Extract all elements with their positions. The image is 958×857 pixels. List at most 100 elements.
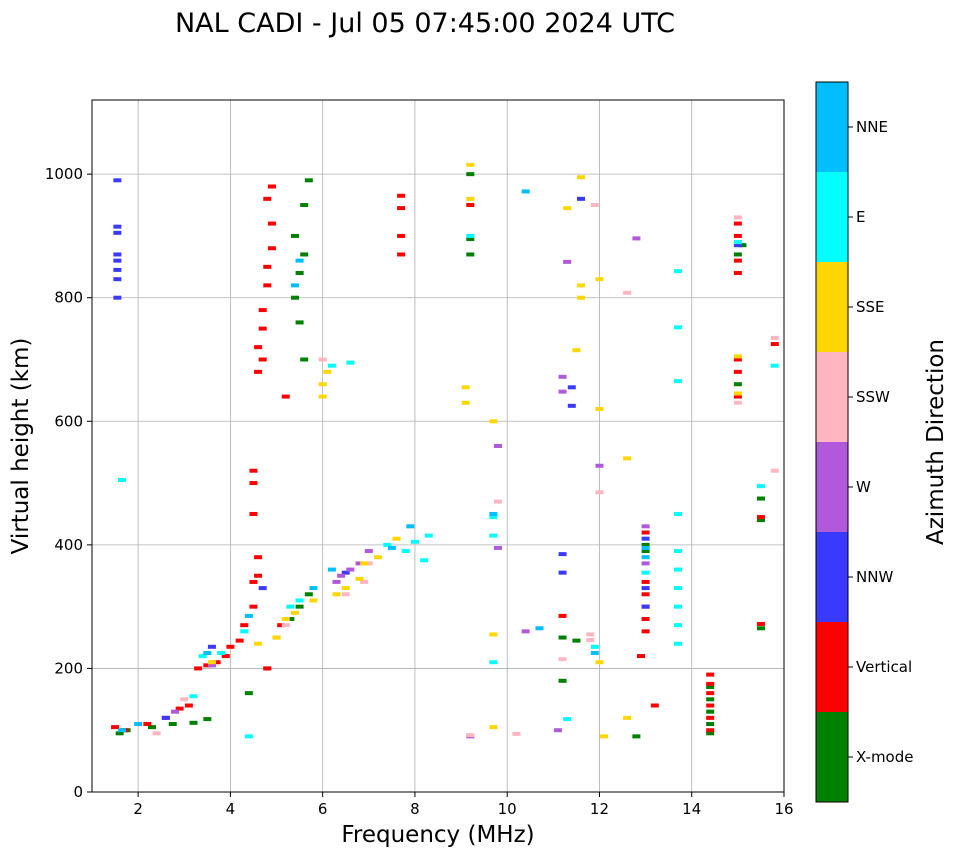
x-tick-label: 10 (498, 800, 517, 818)
echo-point (673, 567, 682, 572)
echo-point (217, 650, 226, 655)
echo-point (240, 629, 249, 634)
echo-point (143, 722, 152, 727)
colorbar-swatch (816, 532, 848, 622)
echo-point (410, 539, 419, 544)
echo-point (733, 382, 742, 387)
echo-point (212, 660, 221, 665)
echo-point (360, 579, 369, 584)
colorbar-label: SSW (856, 388, 890, 406)
echo-point (563, 259, 572, 264)
echo-point (489, 511, 498, 516)
echo-point (493, 499, 502, 504)
echo-point (249, 468, 258, 473)
echo-point (117, 728, 126, 733)
series-vertical (111, 184, 779, 733)
echo-point (586, 632, 595, 637)
echo-point (318, 382, 327, 387)
y-tick-label: 1000 (45, 165, 83, 183)
echo-point (240, 623, 249, 628)
echo-point (595, 660, 604, 665)
echo-point (673, 549, 682, 554)
echo-point (673, 379, 682, 384)
echo-point (706, 715, 715, 720)
echo-point (489, 533, 498, 538)
echo-point (595, 277, 604, 282)
echo-point (171, 709, 180, 714)
echo-point (733, 369, 742, 374)
azimuth-colorbar: X-mode Vertical NNW W SSW SSE E NNE (815, 81, 913, 803)
echo-point (258, 357, 267, 362)
echo-point (733, 258, 742, 263)
echo-point (577, 295, 586, 300)
echo-point (406, 524, 415, 529)
echo-point (318, 394, 327, 399)
echo-point (558, 552, 567, 557)
echo-point (558, 389, 567, 394)
echo-point (113, 258, 122, 263)
x-tick-label: 4 (226, 800, 236, 818)
echo-point (355, 561, 364, 566)
echo-point (290, 295, 299, 300)
echo-point (706, 731, 715, 736)
echo-point (706, 684, 715, 689)
echo-point (641, 586, 650, 591)
colorbar-label: SSE (856, 298, 885, 316)
echo-point (267, 221, 276, 226)
series-sse (207, 162, 742, 739)
colorbar-title: Azimuth Direction (923, 339, 949, 545)
echo-point (641, 570, 650, 575)
echo-point (364, 561, 373, 566)
echo-point (706, 691, 715, 696)
echo-point (632, 236, 641, 241)
echo-point (558, 657, 567, 662)
echo-point (295, 271, 304, 275)
echo-point (673, 269, 682, 274)
echo-point (332, 579, 341, 584)
echo-point (641, 561, 650, 566)
x-tick-label: 16 (774, 800, 793, 818)
echo-point (184, 703, 193, 708)
series-ssw (152, 203, 779, 738)
x-axis-ticks: 2 4 6 8 10 12 14 16 (133, 792, 794, 818)
echo-point (244, 691, 253, 696)
echo-point (341, 570, 350, 575)
echo-point (175, 706, 184, 711)
echo-point (267, 246, 276, 251)
echo-point (590, 203, 599, 208)
series-nne (117, 189, 650, 733)
echo-point (641, 536, 650, 541)
echo-point (756, 621, 765, 626)
echo-point (207, 644, 216, 649)
plot-marks (111, 162, 779, 739)
echo-point (401, 549, 410, 554)
echo-point (466, 237, 475, 242)
colorbar-swatch (816, 262, 848, 352)
echo-point (770, 335, 779, 340)
echo-point (300, 203, 309, 208)
colorbar-frame (815, 81, 849, 803)
echo-point (189, 720, 198, 725)
colorbar-swatch (816, 622, 848, 712)
echo-point (244, 613, 253, 618)
echo-point (641, 545, 650, 550)
echo-point (733, 243, 742, 248)
echo-point (147, 725, 156, 730)
echo-point (424, 533, 433, 538)
echo-point (733, 357, 742, 362)
echo-point (521, 629, 530, 634)
echo-point (595, 463, 604, 468)
echo-point (152, 731, 161, 736)
echo-point (295, 258, 304, 263)
echo-point (360, 561, 369, 566)
echo-point (558, 374, 567, 379)
echo-point (281, 617, 290, 621)
echo-point (277, 623, 286, 628)
echo-point (337, 573, 346, 578)
series-nnw (113, 178, 742, 720)
echo-point (323, 369, 332, 374)
echo-point (489, 725, 498, 730)
echo-point (770, 468, 779, 473)
echo-point (226, 644, 235, 649)
echo-point (733, 240, 742, 245)
